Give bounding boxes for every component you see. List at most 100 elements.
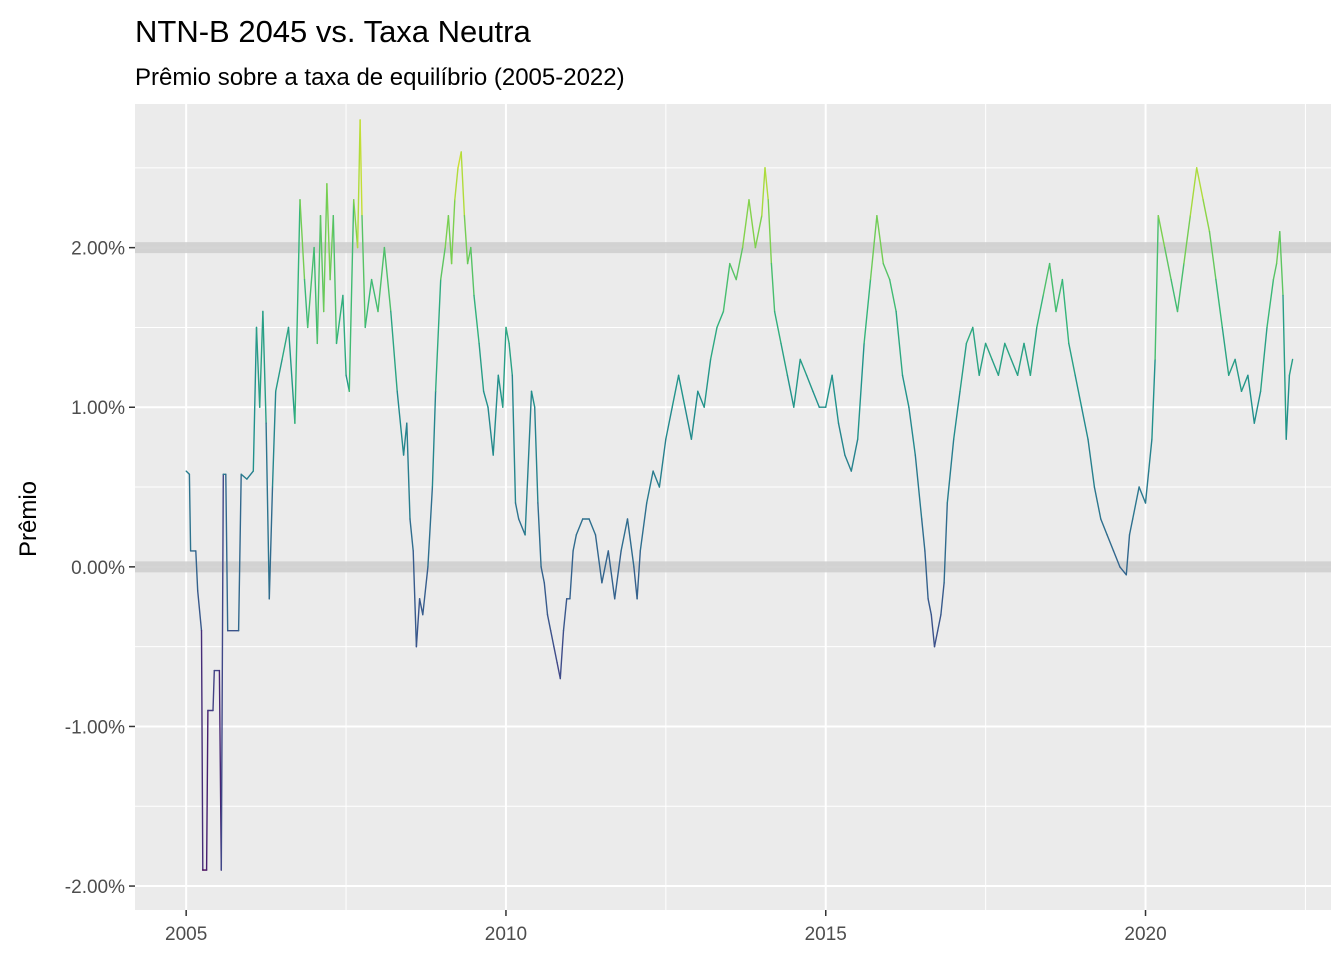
series-segment: [735, 246, 744, 281]
chart-subtitle: Prêmio sobre a taxa de equilíbrio (2005-…: [135, 64, 625, 91]
series-segment: [1227, 358, 1236, 376]
series-segment: [1288, 358, 1294, 376]
series-segment: [530, 390, 536, 408]
series-segment: [466, 246, 472, 265]
series-segment: [572, 534, 577, 552]
series-segment: [478, 342, 485, 392]
series-segment: [690, 390, 699, 440]
series-segment: [1163, 246, 1172, 281]
y-axis-label: Prêmio: [15, 481, 42, 557]
series-segment: [1259, 326, 1268, 392]
y-tick-label: 0.00%: [71, 558, 125, 579]
series-segment: [409, 518, 414, 552]
series-segment: [1048, 262, 1057, 313]
series-segment: [299, 199, 306, 281]
series-segment: [212, 669, 216, 712]
series-segment: [447, 214, 453, 265]
series-segment: [482, 390, 489, 408]
series-segment: [876, 214, 884, 265]
series-segment: [356, 119, 361, 249]
series-segment: [205, 709, 209, 871]
series-segment: [364, 278, 373, 329]
series-segment: [511, 374, 517, 504]
series-segment: [652, 470, 661, 488]
series-segment: [196, 590, 203, 632]
series-segment: [614, 550, 622, 600]
series-segment: [636, 550, 641, 600]
series-segment: [799, 358, 808, 376]
series-segment: [825, 374, 833, 408]
series-segment: [319, 214, 325, 313]
series-segment: [329, 214, 334, 281]
series-segment: [342, 294, 347, 376]
series-segment: [812, 390, 820, 408]
series-segment: [921, 518, 926, 552]
series-segment: [844, 454, 852, 472]
plot-panel: [135, 104, 1331, 910]
series-segment: [1080, 406, 1089, 440]
series-segment: [1029, 326, 1038, 376]
y-tick-label: 2.00%: [71, 239, 125, 260]
series-segment: [440, 246, 446, 281]
series-segment: [370, 278, 379, 313]
series-segment: [831, 374, 840, 424]
series-segment: [697, 390, 705, 408]
series-segment: [550, 630, 555, 648]
series-segment: [1208, 230, 1217, 281]
x-tick-label: 2005: [165, 924, 207, 945]
series-segment: [348, 199, 355, 392]
series-segment: [1125, 534, 1131, 576]
series-segment: [703, 358, 712, 408]
series-segment: [427, 486, 434, 568]
series-segment: [850, 438, 859, 472]
series-segment: [313, 246, 318, 345]
series-segment: [1275, 230, 1281, 265]
series-segment: [402, 422, 408, 456]
series-segment: [1147, 438, 1153, 472]
series-segment: [1221, 326, 1230, 376]
series-segment: [914, 454, 923, 520]
series-segment: [1151, 358, 1156, 440]
series-segment: [959, 342, 968, 392]
series-segment: [646, 470, 654, 504]
series-segment: [946, 438, 955, 504]
series-segment: [265, 422, 270, 600]
series-segment: [882, 262, 891, 281]
series-segment: [259, 310, 264, 408]
series-segment: [335, 294, 344, 345]
series-segment: [559, 630, 565, 680]
series-segment: [1106, 534, 1115, 552]
series-segment: [514, 502, 520, 520]
series-segment: [323, 183, 328, 313]
series-segment: [639, 502, 648, 552]
series-segment: [1183, 214, 1192, 265]
x-tick-label: 2020: [1124, 924, 1166, 945]
series-segment: [220, 473, 225, 871]
series-segment: [869, 214, 878, 281]
series-segment: [748, 199, 757, 249]
series-segment: [1189, 167, 1198, 217]
series-segment: [943, 502, 948, 584]
series-segment: [895, 310, 904, 376]
series-segment: [255, 326, 261, 408]
series-segment: [601, 550, 609, 584]
series-segment: [195, 550, 199, 592]
series-segment: [268, 486, 274, 600]
series-segment: [361, 214, 366, 329]
series-segment: [965, 326, 974, 345]
series-segment: [991, 358, 1000, 376]
series-segment: [307, 246, 315, 329]
x-axis: 2005 2010 2015 2020: [165, 910, 1167, 945]
series-segment: [1131, 486, 1140, 520]
series-segment: [470, 246, 475, 297]
series-segment: [837, 422, 846, 456]
series-segment: [1010, 358, 1019, 376]
series-segment: [537, 502, 542, 568]
series-segment: [246, 470, 255, 480]
series-segment: [1202, 199, 1211, 233]
series-segment: [316, 214, 322, 345]
series-segment: [857, 342, 865, 440]
series-segment: [1112, 550, 1121, 568]
series-segment: [390, 310, 398, 392]
